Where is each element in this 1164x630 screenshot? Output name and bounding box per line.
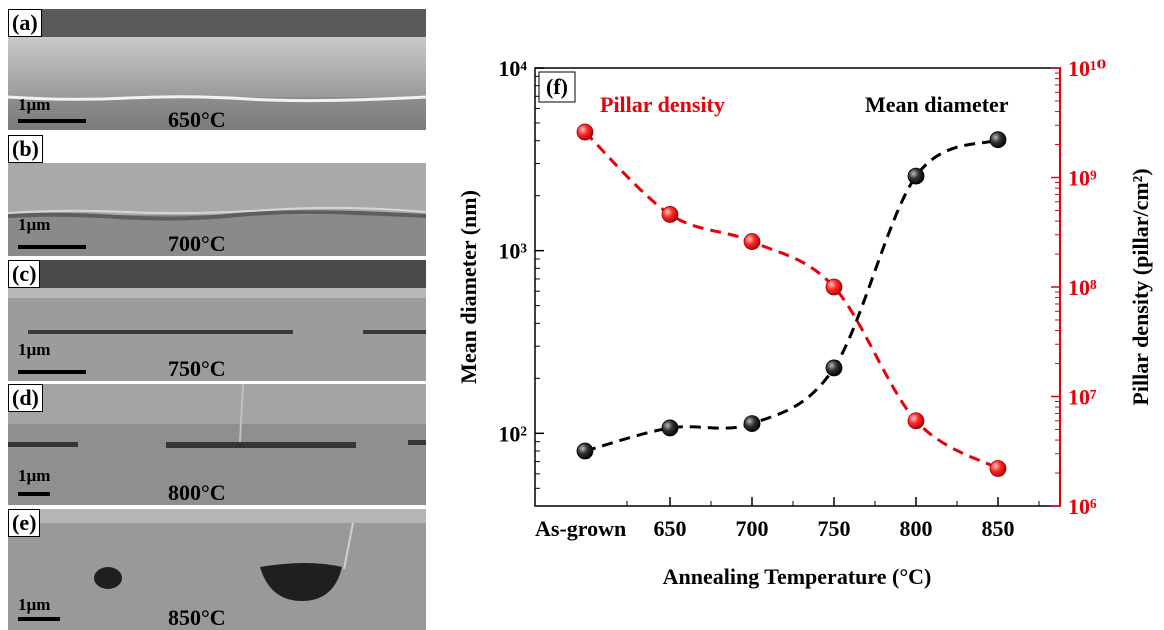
panel-label: (c) [8,260,41,288]
panel-label-box [538,71,576,103]
sem-panel-b: (b) 1µm 700°C [8,135,426,256]
scale-bar [18,119,86,123]
mean-diameter-point [989,131,1007,149]
panel-label: (a) [8,9,42,37]
scale-bar [18,370,86,374]
right-tick-label: 10⁹ [1068,166,1097,191]
pillar-density-point [576,123,594,141]
left-tick-label: 10³ [498,239,527,264]
pillar-density-trend-line [583,130,999,470]
x-tick-label: 800 [900,516,933,541]
right-tick-label: 10⁸ [1068,275,1097,300]
scale-bar-label: 1µm [18,95,51,114]
mean-diameter-point [825,359,843,377]
sem-image-d [8,384,426,505]
pillar-density-point [907,412,925,430]
scale-bar [18,492,50,496]
x-axis-label: Annealing Temperature (°C) [663,564,932,589]
temperature-label: 750°C [168,356,226,381]
sem-image-e [8,509,426,630]
sem-panel-a: (a) 1µm 650°C [8,9,426,130]
mean-diameter-point [907,167,925,185]
temperature-label: 850°C [168,605,226,630]
sem-image-b [8,135,426,256]
mean-diameter-trend-line [584,138,999,453]
sem-panel-c: (c) 1µm 750°C [8,260,426,381]
panel-label: (d) [8,384,43,412]
x-tick-label: 750 [818,516,851,541]
scale-bar-label: 1µm [18,340,51,359]
scale-bar [18,245,86,249]
x-tick-label: 650 [654,516,687,541]
x-tick-label: 850 [982,516,1015,541]
pillar-density-point [661,206,679,223]
panel-label-f: (f) [546,74,568,99]
scale-bar-label: 1µm [18,215,51,234]
mean-diameter-point [576,442,594,460]
scale-bar-label: 1µm [18,595,51,614]
sem-image-a [8,9,426,130]
mean-diameter-point [743,415,761,433]
sem-panel-d: (d) 1µm 800°C [8,384,426,505]
temperature-label: 700°C [168,231,226,256]
right-tick-label: 10⁶ [1068,494,1097,519]
x-tick-label: As-grown [535,516,626,541]
x-tick-label: 700 [736,516,769,541]
sem-image-c [8,260,426,381]
left-tick-label: 10² [498,421,527,446]
panel-label: (e) [8,509,41,537]
panel-label: (b) [8,135,43,163]
scale-bar [18,617,60,621]
legend-pillar-density: Pillar density [600,92,725,117]
right-tick-label: 10⁷ [1068,385,1097,410]
dual-axis-chart: 10² 10³ 10⁴ 10⁶ 10⁷ 10⁸ 10⁹ 10¹⁰ As-grown 650 70… [456,56,1153,589]
left-tick-label: 10⁴ [498,56,527,81]
sem-panel-e: (e) 1µm 850°C [8,509,426,630]
right-tick-label: 10¹⁰ [1068,56,1107,81]
temperature-label: 800°C [168,480,226,505]
plot-frame [534,67,1061,507]
legend-mean-diameter: Mean diameter [865,92,1009,117]
mean-diameter-point [661,419,679,437]
pillar-density-point [825,278,843,296]
scale-bar-label: 1µm [18,466,51,485]
right-axis-label: Pillar density (pillar/cm²) [1128,168,1153,405]
temperature-label: 650°C [168,107,226,130]
left-axis-label: Mean diameter (nm) [456,190,481,384]
pillar-density-point [989,460,1007,477]
pillar-density-point [743,233,761,250]
